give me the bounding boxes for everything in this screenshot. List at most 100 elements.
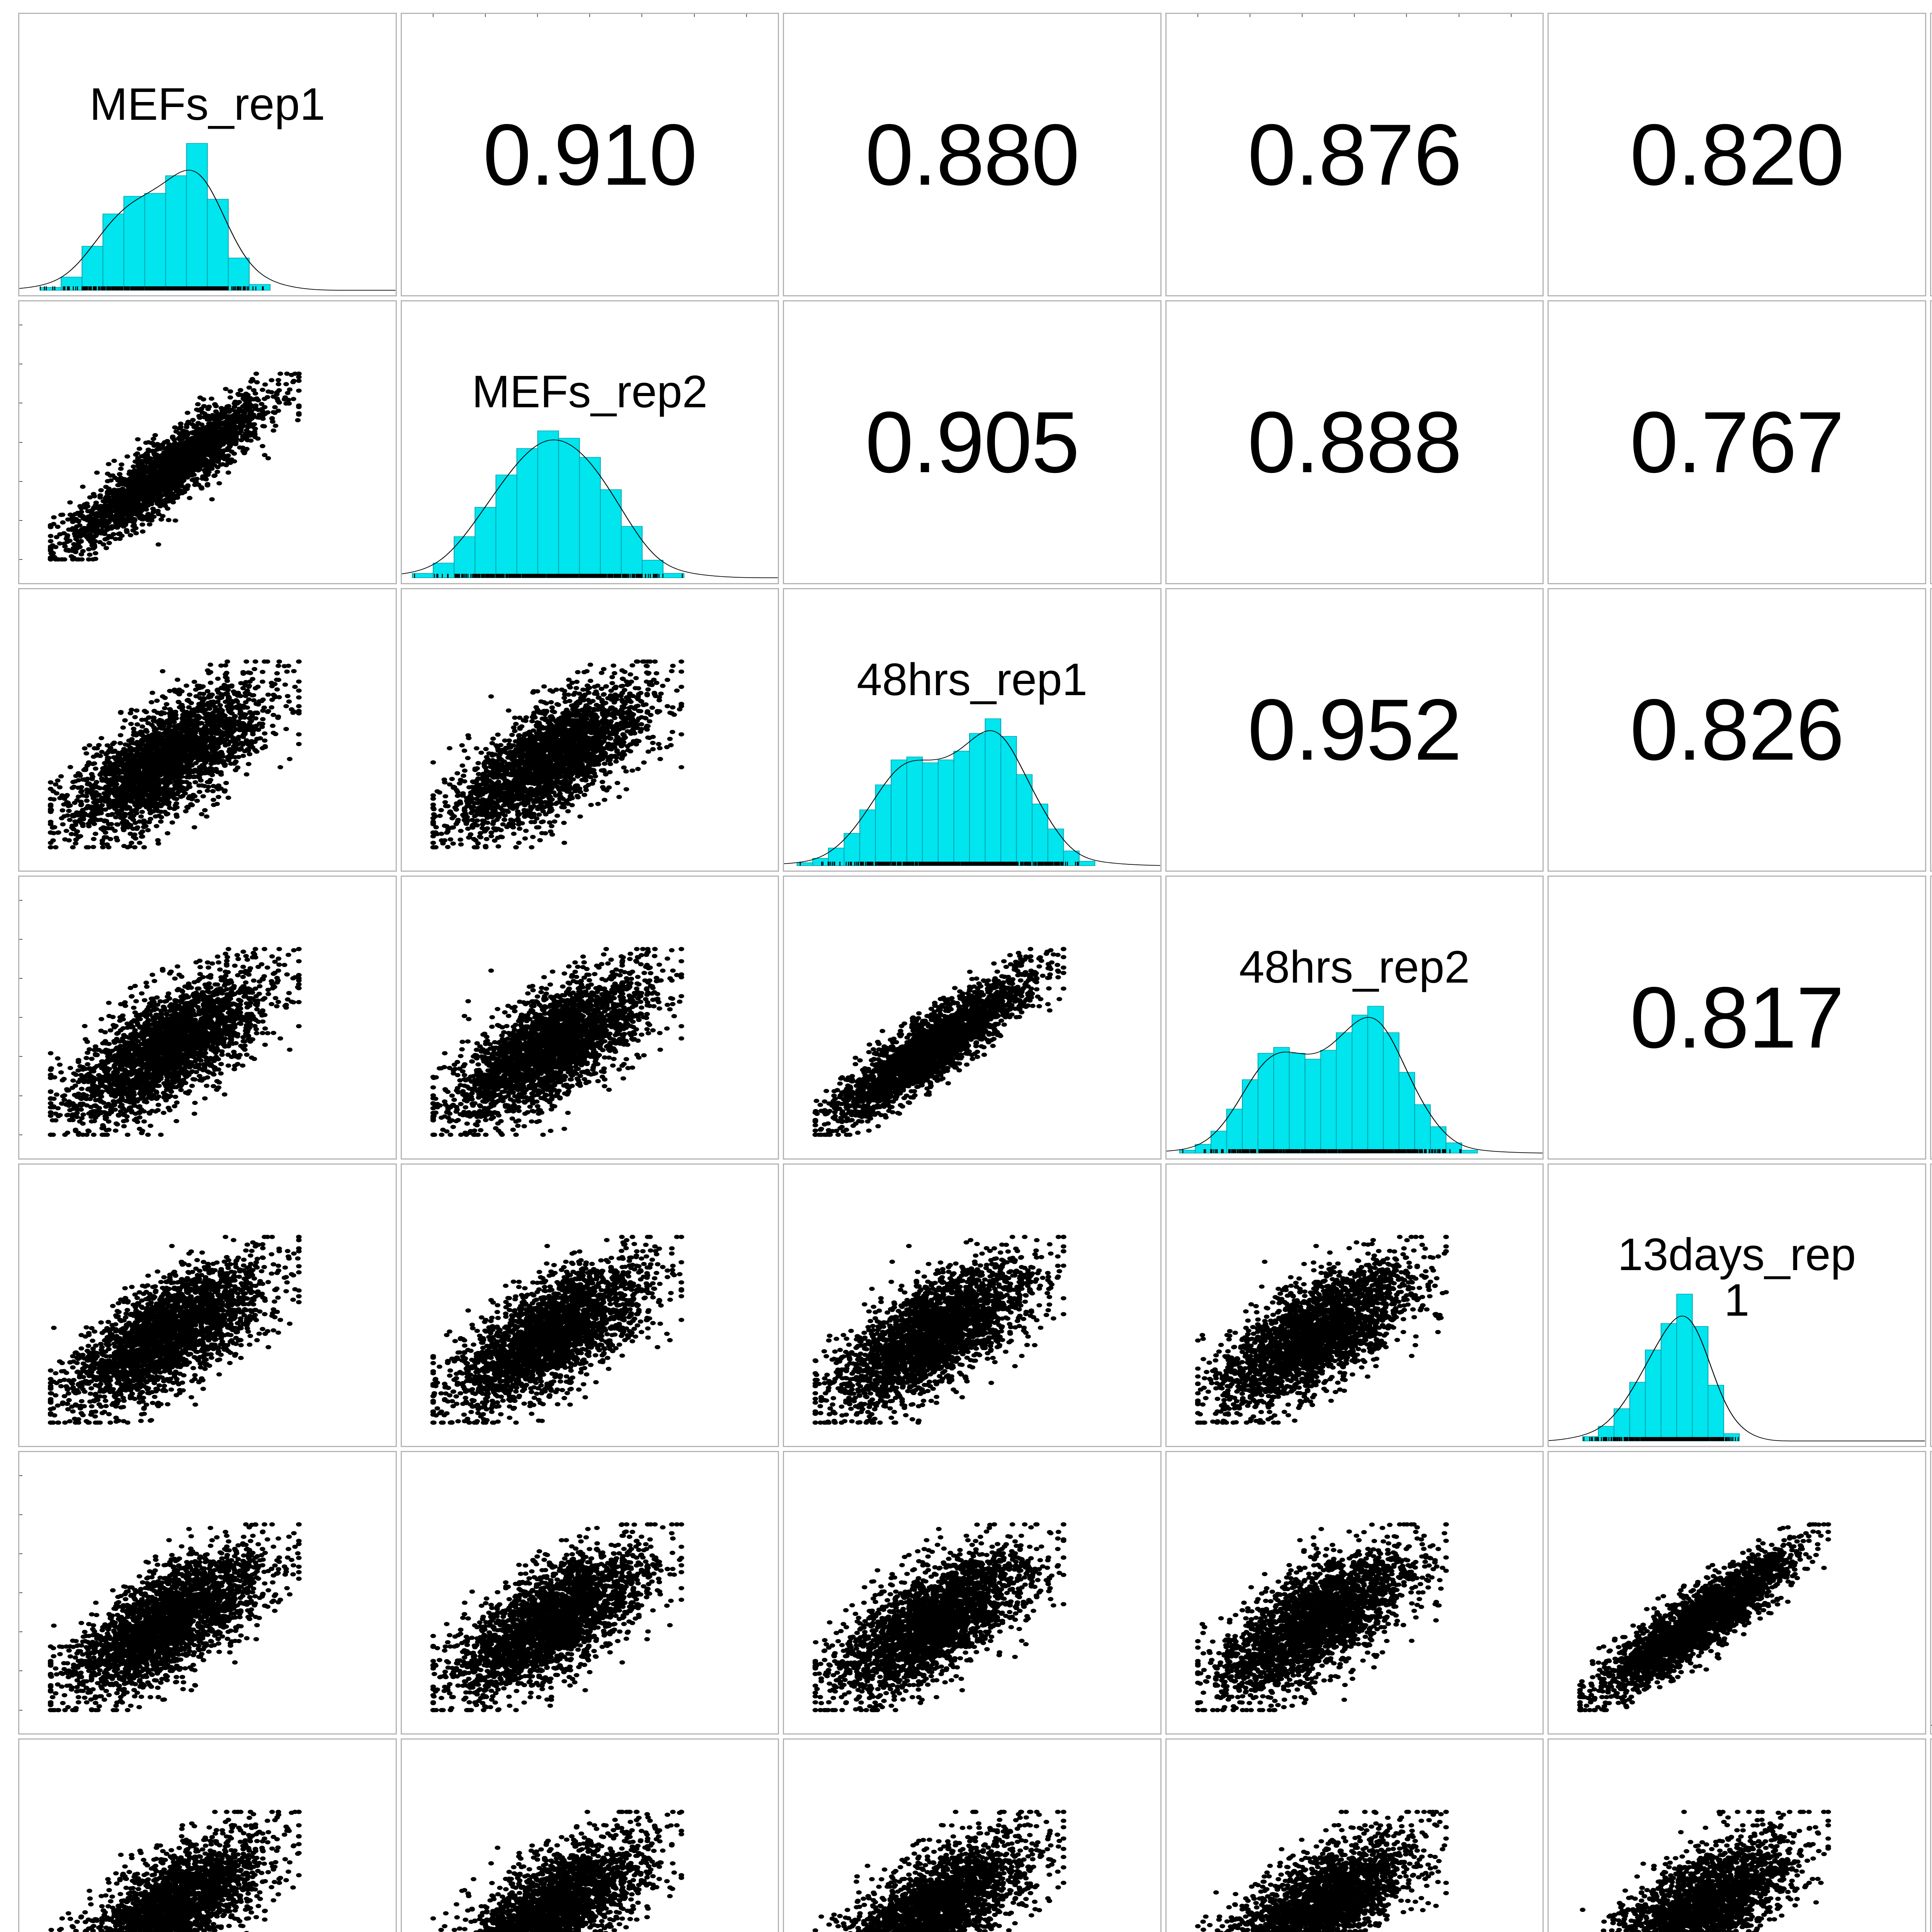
correlation-value: 0.767 xyxy=(1630,399,1844,486)
diagonal-histogram xyxy=(1549,1165,1925,1446)
scatter-panel xyxy=(19,1452,396,1733)
scatter-points xyxy=(48,947,302,1137)
diagonal-cell-13days_rep2[interactable]: 13days_rep2 xyxy=(1930,1451,1932,1735)
correlation-cell-MEFs_rep2-vs-48hrs_rep2[interactable]: 0.888 xyxy=(1165,300,1544,584)
scatter-points xyxy=(1195,1522,1449,1713)
correlation-cell-MEFs_rep1-vs-13days_rep1[interactable]: 0.820 xyxy=(1548,13,1926,296)
axis-tick-mark xyxy=(1302,13,1303,17)
correlation-cell-MEFs_rep2-vs-13days_rep1[interactable]: 0.767 xyxy=(1548,300,1926,584)
scatter-points xyxy=(1577,1810,1831,1932)
scatter-cell-48hrs_rep2-vs-13days_rep2[interactable] xyxy=(1165,1451,1544,1735)
correlation-value: 0.905 xyxy=(865,399,1079,486)
correlation-cell-13days_rep1-vs-13days_rep2[interactable]: 0.912 xyxy=(1930,1163,1932,1447)
correlation-value: 0.952 xyxy=(1248,686,1461,773)
scatter-cell-MEFs_rep2-vs-48hrs_rep2[interactable] xyxy=(401,876,779,1159)
diagonal-histogram xyxy=(402,301,778,583)
scatter-panel xyxy=(19,589,396,871)
scatter-cell-MEFs_rep1-vs-13days_rep1[interactable] xyxy=(18,1163,397,1447)
correlation-cell-48hrs_rep1-vs-48hrs_rep2[interactable]: 0.952 xyxy=(1165,588,1544,872)
scatter-panel xyxy=(1549,1740,1925,1932)
correlation-cell-48hrs_rep2-vs-13days_rep1[interactable]: 0.817 xyxy=(1548,876,1926,1159)
axis-tick-label: -1 xyxy=(18,1092,19,1099)
scatter-points xyxy=(48,372,302,562)
scatter-points xyxy=(48,1522,302,1713)
axis-tick-mark xyxy=(1406,13,1407,17)
scatter-cell-48hrs_rep1-vs-22days_rep1[interactable] xyxy=(783,1738,1162,1932)
correlation-cell-48hrs_rep2-vs-13days_rep2[interactable]: 0.807 xyxy=(1930,876,1932,1159)
scatter-cell-MEFs_rep1-vs-22days_rep1[interactable] xyxy=(18,1738,397,1932)
scatter-points xyxy=(430,659,684,849)
scatter-panel xyxy=(784,1452,1160,1733)
scatter-points xyxy=(48,659,302,849)
correlation-cell-MEFs_rep2-vs-13days_rep2[interactable]: 0.751 xyxy=(1930,300,1932,584)
scatter-cell-13days_rep1-vs-22days_rep1[interactable] xyxy=(1548,1738,1926,1932)
correlation-value: 0.888 xyxy=(1248,399,1461,486)
scatter-cell-MEFs_rep1-vs-13days_rep2[interactable]: -2-101234 xyxy=(18,1451,397,1735)
diagonal-cell-MEFs_rep2[interactable]: MEFs_rep2 xyxy=(401,300,779,584)
scatter-cell-48hrs_rep2-vs-13days_rep1[interactable] xyxy=(1165,1163,1544,1447)
axis-left: -2-101234 xyxy=(18,301,19,583)
correlation-cell-MEFs_rep1-vs-13days_rep2[interactable]: 0.811-2-101234 xyxy=(1930,13,1932,296)
rug-plot xyxy=(1584,1437,1738,1441)
correlation-cell-MEFs_rep1-vs-48hrs_rep2[interactable]: 0.876-2-101234 xyxy=(1165,13,1544,296)
diagonal-cell-MEFs_rep1[interactable]: MEFs_rep1 xyxy=(18,13,397,296)
scatter-panel xyxy=(402,1165,778,1446)
diagonal-histogram xyxy=(784,589,1160,871)
scatter-points xyxy=(48,1810,302,1932)
correlation-cell-48hrs_rep1-vs-13days_rep2[interactable]: 0.817 xyxy=(1930,588,1932,872)
axis-tick-label: -2 xyxy=(18,556,19,563)
diagonal-cell-48hrs_rep2[interactable]: 48hrs_rep2 xyxy=(1165,876,1544,1159)
scatter-points xyxy=(48,1235,302,1425)
scatter-panel xyxy=(784,1165,1160,1446)
scatter-cell-13days_rep1-vs-13days_rep2[interactable] xyxy=(1548,1451,1926,1735)
scatter-cell-48hrs_rep1-vs-13days_rep2[interactable] xyxy=(783,1451,1162,1735)
axis-tick-mark xyxy=(433,13,434,17)
rug-plot xyxy=(414,574,682,578)
axis-tick-label: -1 xyxy=(18,517,19,524)
scatter-panel xyxy=(1167,1740,1543,1932)
correlation-cell-48hrs_rep1-vs-13days_rep1[interactable]: 0.826 xyxy=(1548,588,1926,872)
scatter-cell-13days_rep2-vs-22days_rep1[interactable] xyxy=(1930,1738,1932,1932)
axis-tick-mark xyxy=(641,13,642,17)
scatter-panel xyxy=(19,1165,396,1446)
scatter-panel xyxy=(784,1740,1160,1932)
scatter-cell-MEFs_rep2-vs-13days_rep1[interactable] xyxy=(401,1163,779,1447)
scatter-panel xyxy=(1549,1452,1925,1733)
scatter-cell-MEFs_rep2-vs-22days_rep1[interactable] xyxy=(401,1738,779,1932)
scatter-points xyxy=(813,947,1066,1137)
scatter-panel xyxy=(402,1452,778,1733)
scatter-cell-48hrs_rep1-vs-13days_rep1[interactable] xyxy=(783,1163,1162,1447)
scatter-cell-48hrs_rep2-vs-22days_rep1[interactable] xyxy=(1165,1738,1544,1932)
scatter-points xyxy=(1577,1522,1831,1713)
correlation-cell-MEFs_rep1-vs-48hrs_rep1[interactable]: 0.880 xyxy=(783,13,1162,296)
scatter-points xyxy=(813,1810,1066,1932)
scatter-cell-MEFs_rep2-vs-48hrs_rep1[interactable] xyxy=(401,588,779,872)
correlation-value: 0.820 xyxy=(1630,111,1844,198)
scatter-cell-48hrs_rep1-vs-48hrs_rep2[interactable] xyxy=(783,876,1162,1159)
axis-tick-mark xyxy=(1354,13,1355,17)
axis-tick-label: -1 xyxy=(18,1668,19,1674)
histogram-bars xyxy=(40,143,270,290)
scatter-panel xyxy=(19,301,396,583)
correlation-value: 0.817 xyxy=(1630,974,1844,1061)
axis-tick-mark xyxy=(485,13,486,17)
correlation-value: 0.826 xyxy=(1630,686,1844,773)
axis-tick-mark xyxy=(746,13,747,17)
scatter-cell-MEFs_rep1-vs-48hrs_rep2[interactable]: -2-101234 xyxy=(18,876,397,1159)
correlation-value: 0.880 xyxy=(865,111,1079,198)
diagonal-cell-13days_rep1[interactable]: 13days_rep 1 xyxy=(1548,1163,1926,1447)
correlation-cell-MEFs_rep1-vs-MEFs_rep2[interactable]: 0.910-2-101234 xyxy=(401,13,779,296)
scatter-cell-MEFs_rep2-vs-13days_rep2[interactable] xyxy=(401,1451,779,1735)
density-curve xyxy=(1549,1316,1925,1440)
scatter-cell-MEFs_rep1-vs-48hrs_rep1[interactable] xyxy=(18,588,397,872)
axis-left: -2-101234 xyxy=(18,877,19,1158)
axis-tick-mark xyxy=(537,13,538,17)
scatter-cell-MEFs_rep1-vs-MEFs_rep2[interactable]: -2-101234 xyxy=(18,300,397,584)
correlation-cell-MEFs_rep2-vs-48hrs_rep1[interactable]: 0.905 xyxy=(783,300,1162,584)
histogram-bars xyxy=(1583,1294,1740,1441)
scatter-panel xyxy=(402,589,778,871)
histogram-bars xyxy=(797,719,1095,866)
diagonal-cell-48hrs_rep1[interactable]: 48hrs_rep1 xyxy=(783,588,1162,872)
scatter-points xyxy=(430,1235,684,1425)
